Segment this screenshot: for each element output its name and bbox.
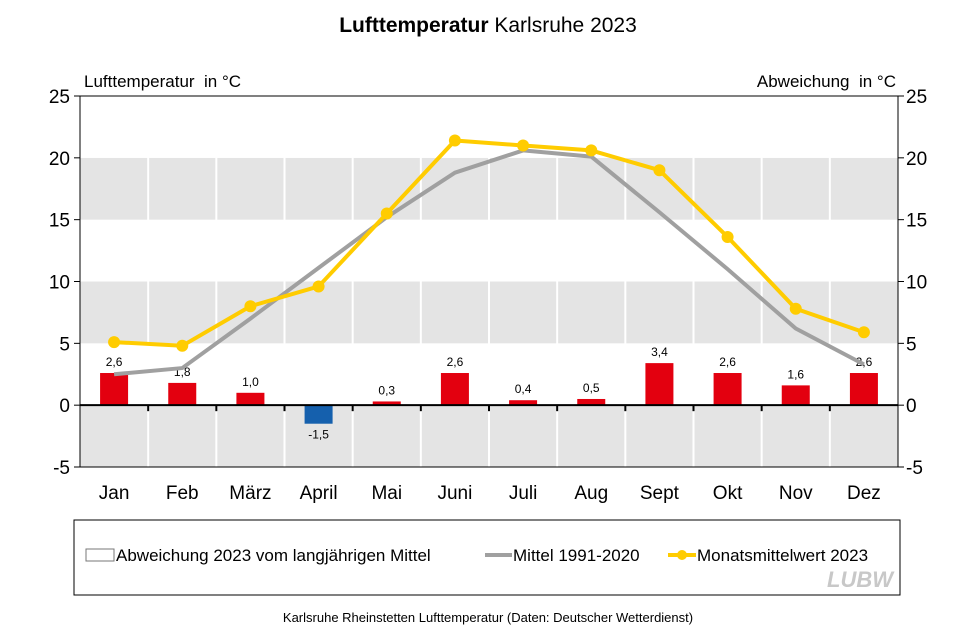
bar-Nov — [781, 385, 810, 406]
legend-marker-monat — [677, 550, 687, 560]
x-tick-label: Feb — [166, 483, 199, 504]
y-tick-label-left: 0 — [59, 396, 70, 417]
bar-label: -1,5 — [308, 428, 329, 442]
y-tick-label-right: 5 — [906, 334, 917, 355]
bar-Juli — [509, 400, 538, 406]
legend-swatch-bar — [85, 548, 115, 562]
bar-Feb — [168, 382, 197, 406]
y-tick-label-right: 25 — [906, 87, 927, 108]
point-Nov — [789, 302, 802, 315]
bar-Aug — [577, 398, 606, 406]
bar-label: 2,6 — [856, 355, 873, 369]
legend-box — [73, 519, 901, 596]
point-Aug — [585, 144, 598, 157]
point-April — [312, 280, 325, 293]
y-tick-label-left: 15 — [49, 211, 70, 232]
bar-Mai — [372, 401, 401, 406]
source-note: Karlsruhe Rheinstetten Lufttemperatur (D… — [283, 610, 693, 625]
point-Okt — [721, 230, 734, 243]
bar-Sept — [645, 363, 674, 406]
point-Dez — [857, 326, 870, 339]
y-tick-label-right: 0 — [906, 396, 917, 417]
point-Mai — [380, 207, 393, 220]
point-März — [244, 300, 257, 313]
y-tick-label-right: 20 — [906, 149, 927, 170]
bar-label: 3,4 — [651, 345, 668, 359]
point-Juni — [448, 134, 461, 147]
x-tick-label: Juli — [509, 483, 538, 504]
x-tick-label: Jan — [99, 483, 130, 504]
y-tick-label-right: -5 — [906, 458, 923, 479]
bar-label: 0,4 — [515, 382, 532, 396]
legend-label-bar: Abweichung 2023 vom langjährigen Mittel — [116, 546, 431, 565]
x-tick-label: Okt — [713, 483, 743, 504]
x-tick-label: Aug — [574, 483, 608, 504]
point-Juli — [517, 139, 530, 152]
chart-title: Lufttemperatur Karlsruhe 2023 — [339, 14, 637, 37]
y-tick-label-left: 20 — [49, 149, 70, 170]
x-tick-label: Mai — [371, 483, 402, 504]
bar-label: 1,0 — [242, 375, 259, 389]
bar-März — [236, 392, 265, 406]
point-Sept — [653, 164, 666, 177]
legend-label-mittel: Mittel 1991-2020 — [513, 546, 640, 565]
point-Jan — [108, 336, 121, 349]
bar-label: 0,5 — [583, 381, 600, 395]
bar-April — [304, 405, 333, 424]
y-axis-right-label: Abweichung in °C — [757, 72, 896, 91]
x-tick-label: Juni — [437, 483, 472, 504]
bar-Okt — [713, 373, 742, 406]
bar-Jan — [100, 373, 129, 406]
x-tick-label: Sept — [640, 483, 680, 504]
y-tick-label-left: 25 — [49, 87, 70, 108]
x-tick-label: Nov — [779, 483, 813, 504]
line-monatsmittel-2023 — [113, 138, 865, 348]
y-tick-label-right: 15 — [906, 211, 927, 232]
bar-label: 0,3 — [378, 383, 395, 397]
bar-label: 2,6 — [447, 355, 464, 369]
bar-label: 1,6 — [787, 367, 804, 381]
point-Feb — [176, 339, 189, 352]
y-tick-label-left: -5 — [53, 458, 70, 479]
bar-label: 2,6 — [106, 355, 123, 369]
y-tick-label-left: 5 — [59, 334, 70, 355]
line-mittel-1991-2020 — [113, 148, 865, 377]
lubw-logo: LUBW — [827, 567, 895, 592]
x-tick-label: März — [229, 483, 271, 504]
y-tick-label-left: 10 — [49, 273, 70, 294]
x-tick-label: April — [300, 483, 338, 504]
legend-label-monat: Monatsmittelwert 2023 — [697, 546, 868, 565]
x-tick-label: Dez — [847, 483, 881, 504]
bar-label: 2,6 — [719, 355, 736, 369]
bar-Juni — [440, 373, 469, 406]
bar-Dez — [849, 373, 878, 406]
y-axis-left-label: Lufttemperatur in °C — [84, 72, 241, 91]
y-tick-label-right: 10 — [906, 273, 927, 294]
